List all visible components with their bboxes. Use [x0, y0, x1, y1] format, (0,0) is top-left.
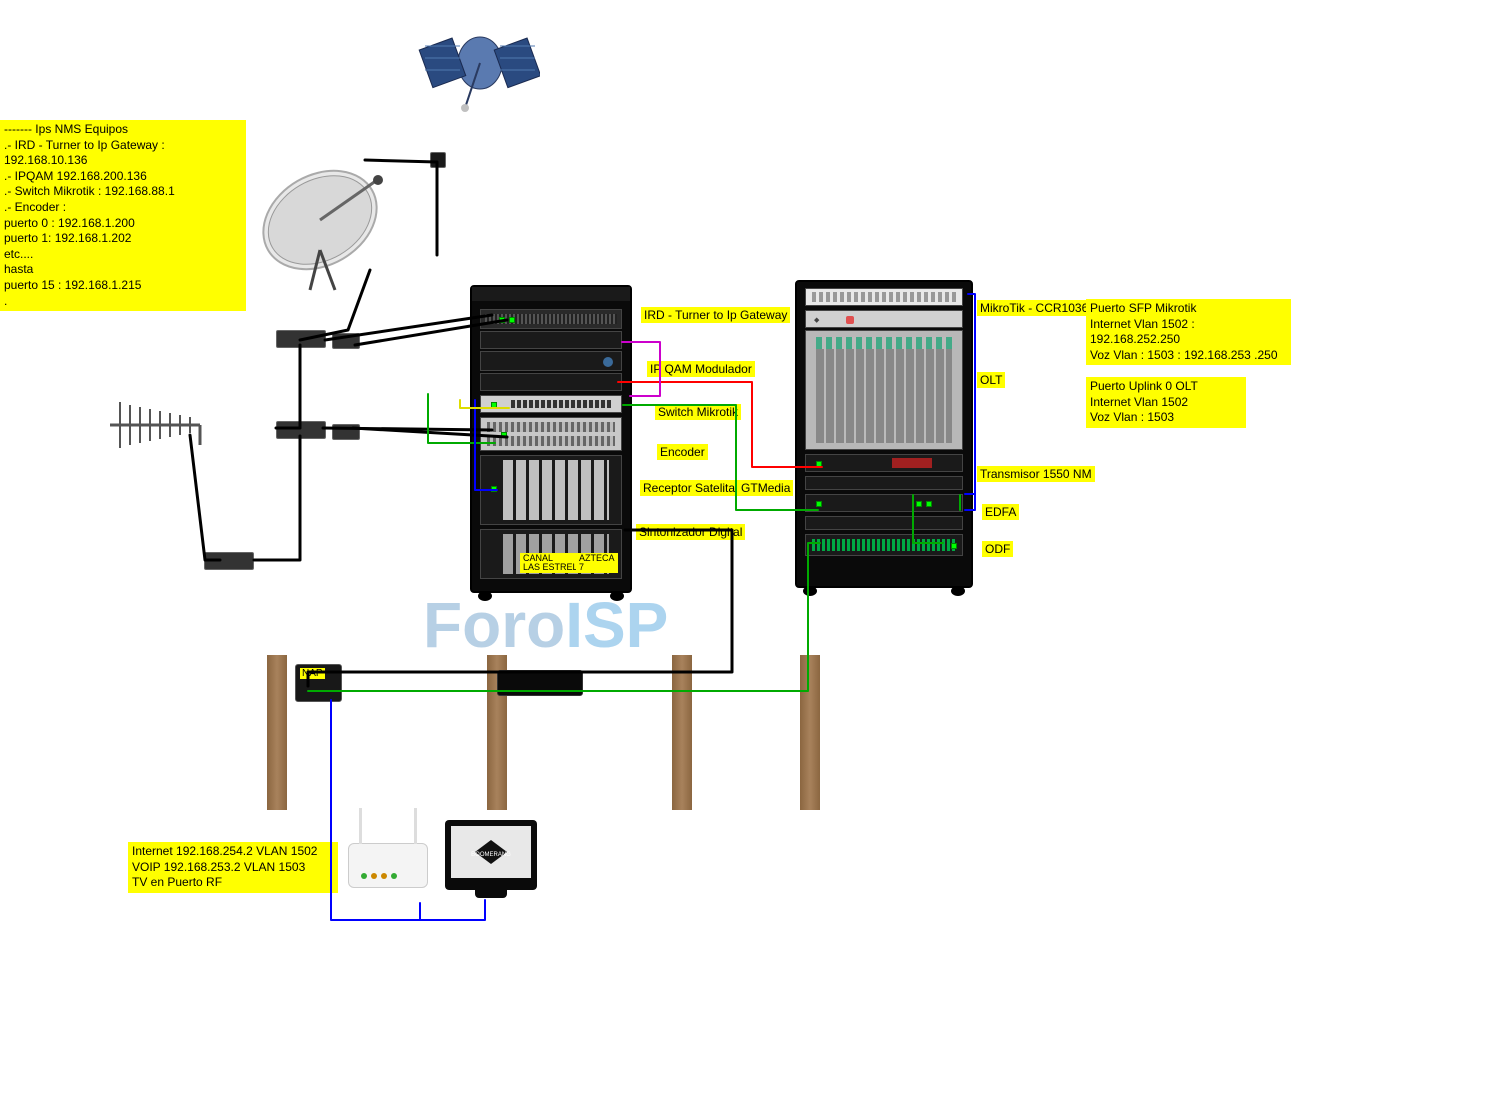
encoder-label: Encoder	[657, 444, 708, 460]
uplink-l2: Voz Vlan : 1503	[1090, 410, 1242, 426]
watermark: ForoISP	[423, 588, 668, 662]
sfp-note: Puerto SFP Mikrotik Internet Vlan 1502 :…	[1086, 299, 1291, 365]
ipqam-label: IP QAM Modulador	[647, 361, 755, 377]
rack2-odf-slot	[805, 534, 963, 556]
rack2-mikrotik-slot	[805, 288, 963, 306]
azteca-label: AZTECA 7	[576, 553, 618, 573]
nms-l12: hasta	[4, 262, 242, 278]
sfp-l1: Internet Vlan 1502 : 192.168.252.250	[1090, 317, 1287, 348]
mid-black-device	[497, 670, 583, 696]
nms-l10: etc....	[4, 247, 242, 263]
svg-text:BOOMERANG: BOOMERANG	[471, 852, 511, 858]
satellite-icon	[410, 8, 540, 118]
satellite-dish-icon	[250, 150, 410, 310]
rack1-empty-1	[480, 331, 622, 349]
client-l0: Internet 192.168.254.2 VLAN 1502	[132, 844, 334, 860]
nms-l14: puerto 15 : 192.168.1.215	[4, 278, 242, 294]
rack-2: ◆	[795, 280, 973, 588]
odf-label: ODF	[982, 541, 1013, 557]
receptor-label: Receptor Satelital GTMedia	[640, 480, 793, 496]
pole-4	[800, 655, 820, 810]
olt-label: OLT	[977, 372, 1005, 388]
nap-box: NAP	[295, 664, 342, 702]
uplink-note: Puerto Uplink 0 OLT Internet Vlan 1502 V…	[1086, 377, 1246, 428]
nms-l9: puerto 1: 192.168.1.202	[4, 231, 242, 247]
nms-l8: puerto 0 : 192.168.1.200	[4, 216, 242, 232]
client-note: Internet 192.168.254.2 VLAN 1502 VOIP 19…	[128, 842, 338, 893]
rack2-edfa-slot	[805, 494, 963, 512]
rack2-empty-2	[805, 516, 963, 530]
rack2-empty-1	[805, 476, 963, 490]
uhf-antenna-icon	[100, 390, 210, 460]
switch-label: Switch Mikrotik	[655, 404, 741, 420]
transmisor-label: Transmisor 1550 NM	[977, 466, 1095, 482]
client-l1: VOIP 192.168.253.2 VLAN 1503	[132, 860, 334, 876]
pole-1	[267, 655, 287, 810]
ird-label: IRD - Turner to Ip Gateway	[641, 307, 790, 323]
pole-3	[672, 655, 692, 810]
sfp-l2: Voz Vlan : 1503 : 192.168.253 .250	[1090, 348, 1287, 364]
rack1-receptor-slot	[480, 455, 622, 525]
splitter-2	[276, 421, 326, 439]
mikrotik-label: MikroTik - CCR1036	[977, 300, 1091, 316]
nms-l1: .- IRD - Turner to Ip Gateway : 192.168.…	[4, 138, 242, 169]
nap-label: NAP	[300, 668, 325, 679]
receiver-box-1	[332, 333, 360, 349]
rack1-ird-slot	[480, 309, 622, 329]
rack1-empty-2	[480, 373, 622, 391]
nms-l5: .- Switch Mikrotik : 192.168.88.1	[4, 184, 242, 200]
watermark-foro: Foro	[423, 589, 565, 661]
rack1-ipqam-slot	[480, 351, 622, 371]
nms-title: ------- Ips NMS Equipos	[4, 122, 242, 138]
nms-note: ------- Ips NMS Equipos .- IRD - Turner …	[0, 120, 246, 311]
uplink-l1: Internet Vlan 1502	[1090, 395, 1242, 411]
rack1-encoder-slot	[480, 417, 622, 451]
rack-1	[470, 285, 632, 593]
rack2-transmisor-slot	[805, 454, 963, 472]
sfp-title: Puerto SFP Mikrotik	[1090, 301, 1287, 317]
client-tv: BOOMERANG	[445, 820, 537, 890]
splitter-1	[276, 330, 326, 348]
client-router	[348, 843, 428, 888]
rack1-switch-slot	[480, 395, 622, 413]
nms-l3: .- IPQAM 192.168.200.136	[4, 169, 242, 185]
sintonizador-label: Sintonizador Digital	[636, 524, 745, 540]
nms-l16: .	[4, 294, 242, 310]
client-l2: TV en Puerto RF	[132, 875, 334, 891]
splitter-4	[430, 152, 446, 168]
splitter-3	[204, 552, 254, 570]
uplink-title: Puerto Uplink 0 OLT	[1090, 379, 1242, 395]
rack2-olt-top: ◆	[805, 310, 963, 328]
edfa-label: EDFA	[982, 504, 1019, 520]
receiver-box-2	[332, 424, 360, 440]
nms-l7: .- Encoder :	[4, 200, 242, 216]
rack2-olt-chassis	[805, 330, 963, 450]
